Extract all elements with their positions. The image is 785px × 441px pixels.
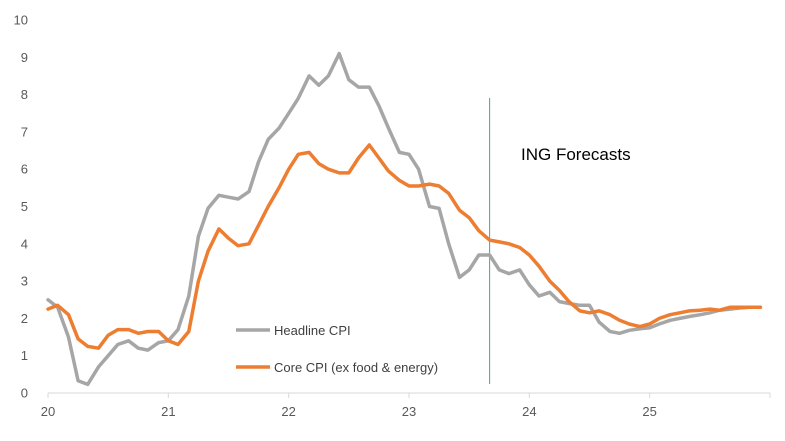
x-tick-label: 21 bbox=[161, 404, 175, 419]
y-axis-ticks: 0 1 2 3 4 5 6 7 8 9 10 bbox=[14, 13, 28, 401]
x-tick-label: 23 bbox=[402, 404, 416, 419]
x-axis-ticks: 20 21 22 23 24 25 bbox=[41, 393, 771, 419]
series-layer bbox=[46, 51, 763, 387]
y-tick-label: 3 bbox=[21, 274, 28, 289]
legend-label-core-cpi: Core CPI (ex food & energy) bbox=[274, 360, 438, 375]
legend-label-headline-cpi: Headline CPI bbox=[274, 323, 351, 338]
y-tick-label: 2 bbox=[21, 311, 28, 326]
y-tick-label: 9 bbox=[21, 50, 28, 65]
series-line-core-cpi bbox=[46, 143, 763, 350]
y-tick-label: 7 bbox=[21, 124, 28, 139]
chart-legend: Headline CPI Core CPI (ex food & energy) bbox=[236, 323, 438, 375]
forecast-annotation: ING Forecasts bbox=[521, 145, 631, 164]
y-tick-label: 10 bbox=[14, 13, 28, 28]
y-tick-label: 5 bbox=[21, 199, 28, 214]
y-tick-label: 1 bbox=[21, 348, 28, 363]
x-tick-label: 22 bbox=[281, 404, 295, 419]
y-tick-label: 8 bbox=[21, 87, 28, 102]
series-line-headline-cpi bbox=[46, 51, 763, 387]
y-tick-label: 0 bbox=[21, 386, 28, 401]
x-tick-label: 20 bbox=[41, 404, 55, 419]
x-tick-label: 24 bbox=[522, 404, 536, 419]
y-tick-label: 4 bbox=[21, 236, 28, 251]
y-tick-label: 6 bbox=[21, 162, 28, 177]
x-tick-label: 25 bbox=[642, 404, 656, 419]
